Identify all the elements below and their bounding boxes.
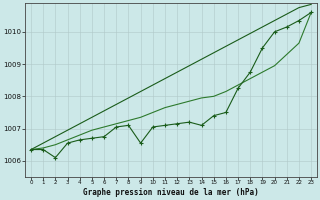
X-axis label: Graphe pression niveau de la mer (hPa): Graphe pression niveau de la mer (hPa) bbox=[83, 188, 259, 197]
